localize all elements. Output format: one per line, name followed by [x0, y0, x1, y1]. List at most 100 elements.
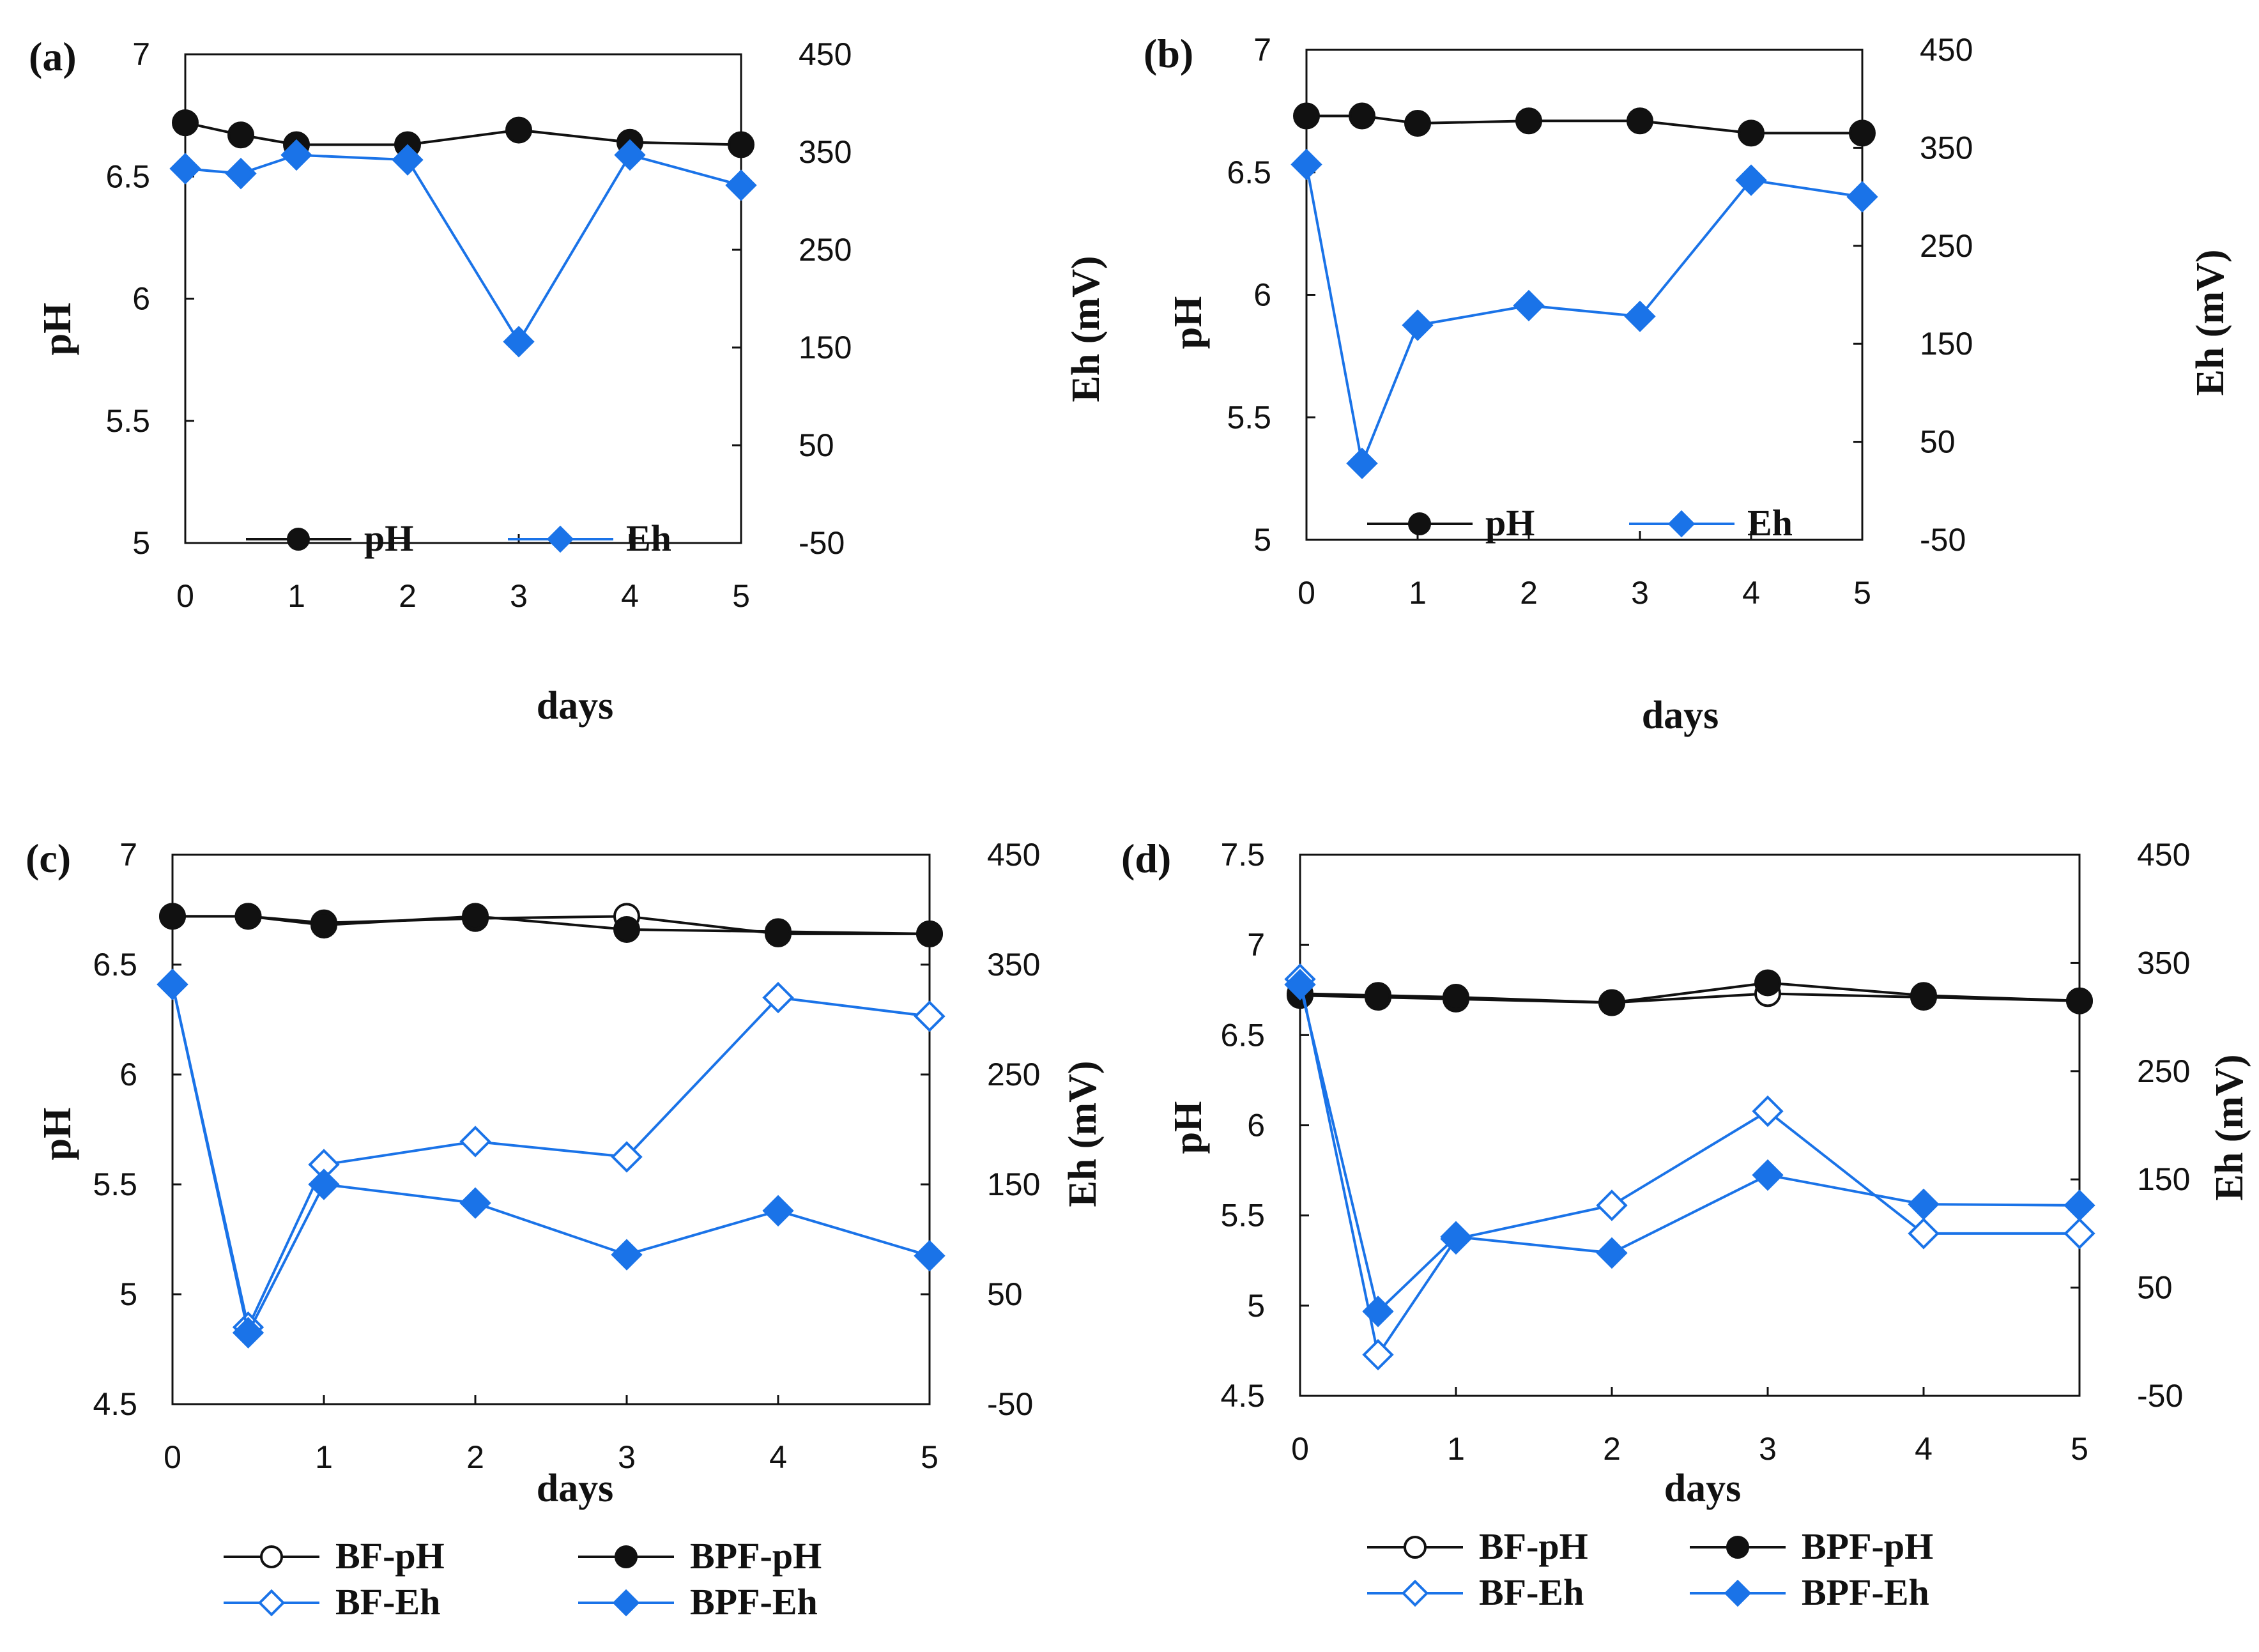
series-bpf-eh-point-shape [459, 1187, 491, 1219]
series-ph-line [1306, 114, 1862, 135]
series-bf-eh-point [1596, 1189, 1628, 1221]
y-right-tick-label: 350 [799, 134, 852, 170]
x-axis-title: days [1664, 1467, 1742, 1510]
y-left-tick-label: 6.5 [1220, 1017, 1265, 1053]
legend-marker [287, 528, 310, 551]
series-bpf-eh-point [1752, 1159, 1784, 1191]
y-left-tick-label: 7 [1247, 927, 1265, 963]
series-bpf-eh-point-shape [1362, 1296, 1394, 1327]
legend: BF-pH BPF-pH BF-Eh BPF-Eh [1367, 1526, 1933, 1613]
legend-marker [257, 1589, 286, 1617]
x-tick-label: 5 [921, 1439, 938, 1475]
series-ph [172, 109, 754, 158]
x-tick-label: 4 [1742, 575, 1760, 611]
series-bpf-ph-point [159, 903, 186, 930]
series-ph-point-shape [172, 109, 199, 137]
chart-panel-d: (d) 0 1 2 3 4 5 4.5 5 5.5 6 6.5 7 7.5 -50 50 150 250 350 45… [1121, 836, 2251, 1613]
y-right-tick-label: 150 [2137, 1161, 2190, 1197]
x-axis-title: days [1642, 694, 1719, 737]
legend-marker-shape [546, 525, 574, 553]
x-tick-label: 1 [287, 578, 305, 614]
legend-label: BPF-pH [1802, 1526, 1933, 1567]
series-bpf-eh-point-shape [1596, 1237, 1628, 1269]
y-right-tick-label: 250 [2137, 1053, 2190, 1089]
series-ph-point-shape [1515, 107, 1542, 135]
x-tick-label: 4 [769, 1439, 787, 1475]
y-left-tick-label: 6 [1253, 277, 1271, 313]
series-bpf-eh-point-shape [308, 1168, 340, 1200]
series-bpf-eh-point [308, 1168, 340, 1200]
series-bpf-eh-point [232, 1317, 264, 1349]
series-bpf-ph-point-shape [1365, 982, 1391, 1009]
x-tick-label: 2 [1603, 1431, 1621, 1467]
series-bpf-ph-point [1754, 969, 1781, 997]
y-right-tick-label: -50 [1920, 522, 1966, 558]
x-tick-label: 4 [1915, 1431, 1933, 1467]
y-left-tick-label: 5.5 [1220, 1198, 1265, 1234]
series-bpf-ph-point-shape [1598, 989, 1625, 1016]
series-eh-point [1735, 164, 1767, 196]
series-bpf-eh-line [171, 984, 930, 1337]
x-tick-label: 1 [1447, 1431, 1465, 1467]
series-bf-eh-point [1752, 1095, 1784, 1128]
series-ph-point [1515, 107, 1542, 135]
panel-label: (b) [1144, 31, 1193, 76]
y-left-tick-label: 5 [119, 1276, 137, 1312]
y-left-tick-label: 6 [119, 1057, 137, 1092]
legend-marker-shape [612, 1589, 640, 1617]
chart-panel-b: (b) 0 1 2 3 4 5 5 5.5 6 6.5 7 -50 50 150 250 350 450 days p… [1144, 31, 2232, 737]
plot-frame [184, 53, 742, 544]
series-ph-point-shape [1293, 102, 1320, 130]
y-left-tick-label: 6 [1247, 1108, 1265, 1143]
series-bpf-ph-point-shape [310, 912, 337, 939]
series-eh-point [169, 153, 201, 185]
series-ph [1293, 102, 1876, 147]
series-ph-point [172, 109, 199, 137]
y-left-axis-title: pH [1167, 296, 1210, 349]
legend-marker-shape [1404, 1536, 1427, 1559]
legend-label: BF-pH [1479, 1526, 1588, 1567]
series-eh-point [1513, 289, 1545, 322]
series-bf-ph-line [1299, 992, 2080, 1004]
series-bpf-eh-point [611, 1239, 643, 1271]
series-bf-ph [159, 903, 943, 947]
series-bpf-eh-point-shape [232, 1317, 264, 1349]
series-bf-eh-point-shape [914, 1000, 946, 1032]
x-tick-label: 2 [1520, 575, 1538, 611]
series-bpf-eh-point-shape [1908, 1188, 1940, 1220]
y-left-axis-title: pH [36, 303, 79, 356]
series-ph-point-shape [1404, 110, 1431, 137]
legend-marker-shape [615, 1545, 638, 1568]
series-bpf-ph-point-shape [2066, 987, 2093, 1014]
y-left-tick-label: 5.5 [105, 403, 150, 439]
legend-marker [260, 1545, 283, 1568]
y-left-tick-label: 5 [132, 525, 150, 561]
series-ph-point [1849, 119, 1876, 147]
y-right-tick-label: 350 [1920, 130, 1973, 165]
series-bf-eh [1284, 963, 2095, 1371]
series-bpf-eh-point-shape [1284, 968, 1316, 1000]
legend-marker-shape [287, 528, 310, 551]
y-right-tick-label: 450 [2137, 837, 2190, 873]
panel-label: (c) [26, 836, 71, 881]
y-right-tick-label: 450 [799, 36, 852, 72]
series-ph-point [728, 131, 754, 158]
x-tick-label: 0 [164, 1439, 181, 1475]
series-ph-point [1738, 119, 1765, 147]
y-right-tick-label: 150 [987, 1166, 1040, 1202]
y-left-tick-label: 6.5 [1227, 155, 1271, 190]
series-ph-point-shape [1349, 102, 1375, 130]
x-tick-label: 4 [621, 578, 639, 614]
series-ph-point [1627, 107, 1653, 135]
series-eh-point-shape [280, 139, 312, 171]
y-left-tick-label: 4.5 [93, 1386, 137, 1422]
y-right-axis-title: Eh (mV) [2189, 249, 2232, 395]
legend-marker-shape [1724, 1579, 1752, 1607]
y-left-tick-label: 7 [1253, 32, 1271, 68]
series-bf-eh-point [2064, 1218, 2095, 1250]
legend-marker-shape [260, 1545, 283, 1568]
y-left-tick-label: 6.5 [105, 158, 150, 194]
series-bpf-eh [1284, 968, 2095, 1327]
series-eh-point-shape [169, 153, 201, 185]
